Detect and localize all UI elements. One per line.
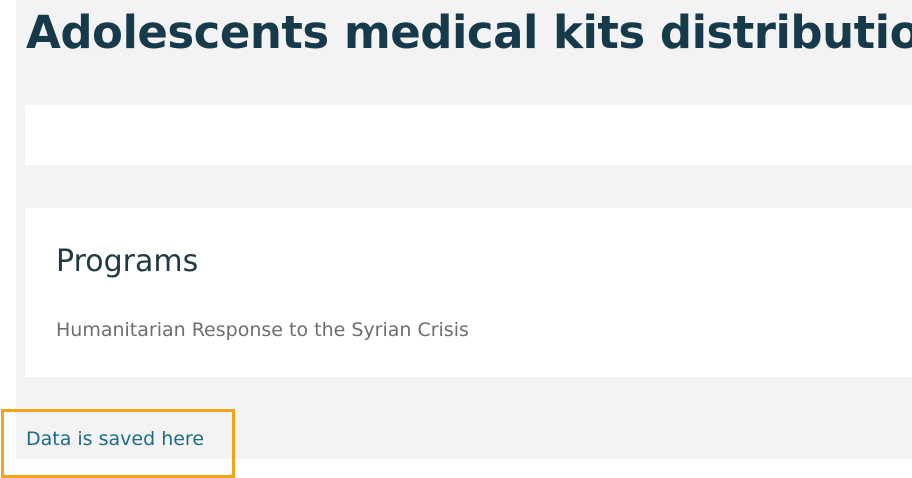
page-title: Adolescents medical kits distribution — [26, 6, 912, 59]
data-saved-link[interactable]: Data is saved here — [26, 428, 205, 450]
empty-card — [25, 105, 912, 165]
programs-heading: Programs — [56, 244, 199, 279]
program-item: Humanitarian Response to the Syrian Cris… — [56, 319, 469, 341]
programs-card: Programs Humanitarian Response to the Sy… — [25, 208, 912, 377]
